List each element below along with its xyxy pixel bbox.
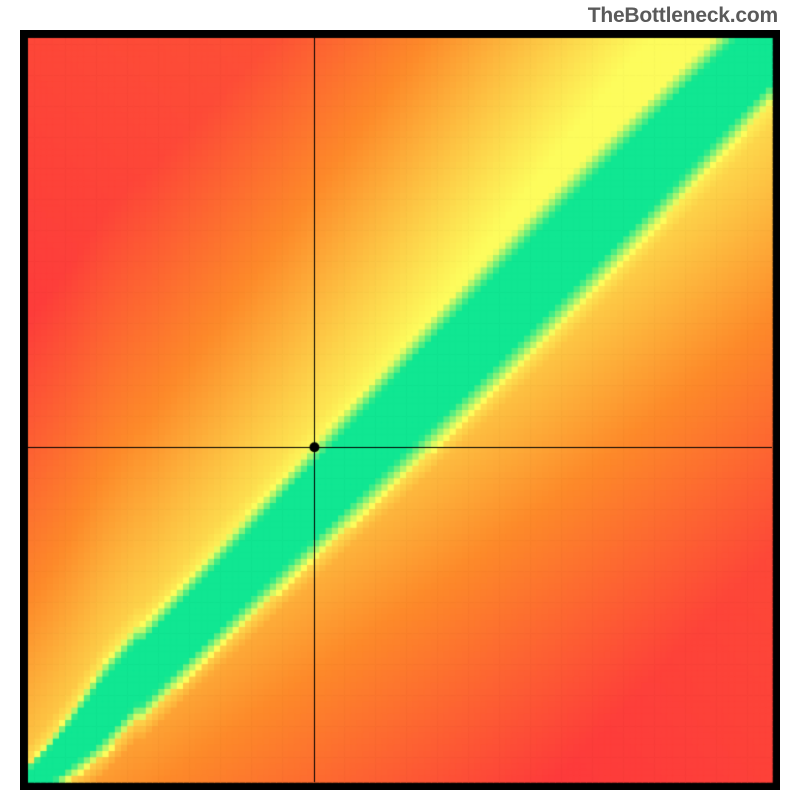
bottleneck-heatmap	[20, 30, 780, 790]
heatmap-canvas	[20, 30, 780, 790]
watermark-text: TheBottleneck.com	[588, 4, 778, 28]
